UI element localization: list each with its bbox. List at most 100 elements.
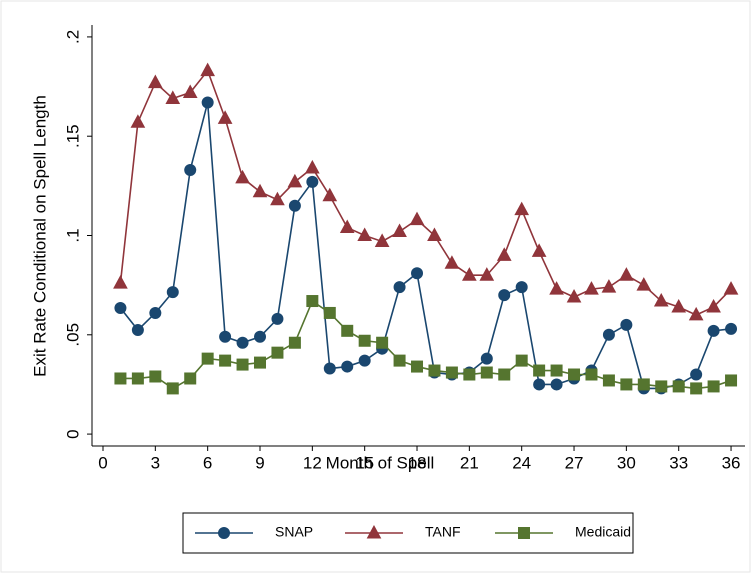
point [514,201,530,216]
point [200,62,216,77]
point [725,322,738,335]
point [392,223,407,238]
point [341,324,354,337]
point [620,318,633,331]
y-tick-label: 0 [63,429,82,438]
point [409,211,425,226]
point [166,286,179,299]
point [374,233,390,247]
point [496,247,512,261]
point [130,114,146,128]
series-line [119,102,732,390]
legend-box [182,512,634,554]
point [427,227,442,241]
point [568,368,581,381]
point [288,199,301,212]
point [323,306,336,319]
point [219,354,232,367]
point [411,267,424,280]
point [184,372,197,385]
point [533,364,546,377]
point [480,366,493,379]
point [515,354,528,367]
point [601,279,617,293]
point [584,281,599,295]
point [376,336,389,349]
point [235,169,250,184]
point [366,524,382,539]
point [428,364,441,377]
point [723,281,739,295]
y-tick-label: .15 [63,124,82,148]
point [725,374,738,387]
point [411,360,424,373]
point [271,346,284,359]
point [671,298,687,313]
point [445,366,458,379]
x-axis-title: Month of Spell [326,453,435,472]
point [637,378,650,391]
point [252,183,268,198]
point [690,382,703,395]
x-tick-label: 3 [151,453,160,472]
point [480,352,493,365]
point [498,368,511,381]
x-tick-label: 36 [722,453,741,472]
point [550,378,563,391]
point [323,362,336,375]
point [357,227,373,241]
point [515,281,528,294]
legend-label: SNAP [275,524,313,540]
point [550,364,563,377]
y-tick-label: .1 [63,228,82,242]
point [619,267,634,281]
point [707,380,720,393]
point [165,90,181,104]
point [236,336,249,349]
y-tick-label: .05 [63,323,82,347]
point [322,187,338,202]
x-tick-label: 33 [669,453,688,472]
point [270,191,285,206]
point [463,368,476,381]
point [149,306,162,319]
point [393,354,406,367]
point [498,289,511,302]
point [201,352,214,365]
point [533,378,546,391]
point [306,295,319,308]
point [113,275,128,289]
point [131,372,144,385]
legend-label: Medicaid [575,524,631,540]
x-tick-label: 21 [460,453,479,472]
point [549,281,564,295]
x-tick-label: 27 [565,453,584,472]
point [672,380,685,393]
point [182,84,198,99]
point [131,324,144,337]
x-tick-label: 12 [303,453,322,472]
point [393,281,406,294]
point [305,159,320,174]
point [602,328,615,341]
point [602,374,615,387]
point [636,277,652,291]
point [254,356,267,369]
point [690,368,703,381]
point [339,219,355,234]
point [287,173,303,188]
x-tick-label: 6 [203,453,212,472]
y-axis-title: Exit Rate Conditional on Spell Length [30,95,49,377]
point [271,312,284,325]
point [655,380,668,393]
point [114,372,127,385]
point [707,324,720,337]
point [358,334,371,347]
point [341,360,354,373]
x-tick-label: 15 [355,453,374,472]
legend-label: TANF [425,524,461,540]
point [620,378,633,391]
point [184,163,197,176]
